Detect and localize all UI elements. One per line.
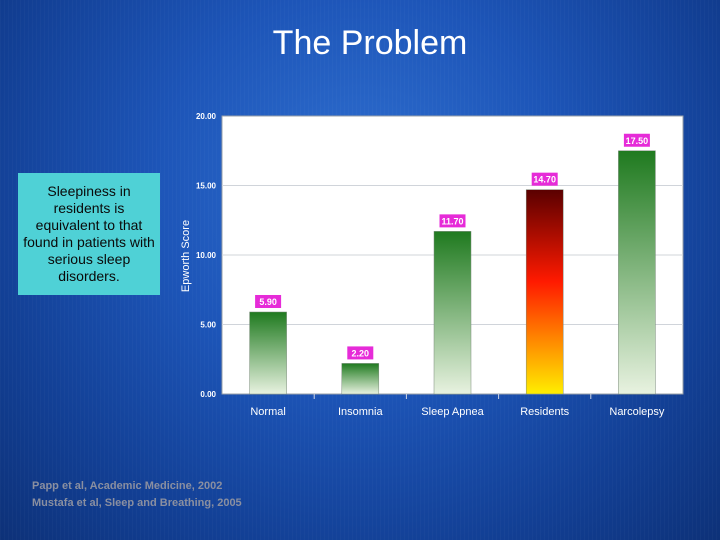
references: Papp et al, Academic Medicine, 2002 Must…	[32, 478, 242, 512]
data-label-bg	[623, 133, 650, 147]
y-tick-label: 0.00	[200, 390, 216, 399]
callout-box: Sleepiness in residents is equivalent to…	[18, 173, 160, 295]
data-label: 2.20	[352, 348, 370, 358]
slide-title: The Problem	[272, 24, 468, 62]
data-label-bg	[531, 172, 558, 186]
bar-insomnia	[341, 363, 380, 395]
x-tick-label: Sleep Apnea	[421, 406, 484, 418]
y-tick-label: 15.00	[196, 182, 217, 191]
bar-sleep-apnea	[433, 231, 472, 395]
bar-residents	[525, 189, 564, 395]
y-tick-label: 5.00	[200, 321, 216, 330]
bar-normal	[249, 311, 287, 395]
x-tick-label: Residents	[520, 406, 569, 418]
data-label-bg	[347, 346, 374, 360]
data-label: 5.90	[259, 297, 277, 307]
y-tick-label: 10.00	[196, 251, 217, 260]
x-tick-label: Narcolepsy	[609, 406, 665, 418]
data-label-bg	[255, 294, 282, 308]
bar-narcolepsy	[618, 150, 656, 395]
x-tick-label: Normal	[250, 406, 285, 418]
y-axis-label: Epworth Score	[180, 220, 192, 292]
data-label: 14.70	[533, 175, 556, 185]
y-tick-label: 20.00	[196, 112, 217, 121]
data-label: 11.70	[441, 216, 463, 226]
reference-2: Mustafa et al, Sleep and Breathing, 2005	[32, 497, 242, 509]
callout-text: Sleepiness in residents is equivalent to…	[23, 183, 155, 284]
data-label-bg	[439, 214, 466, 228]
x-tick-label: Insomnia	[338, 406, 384, 418]
data-label: 17.50	[626, 136, 649, 146]
reference-1: Papp et al, Academic Medicine, 2002	[32, 480, 223, 492]
